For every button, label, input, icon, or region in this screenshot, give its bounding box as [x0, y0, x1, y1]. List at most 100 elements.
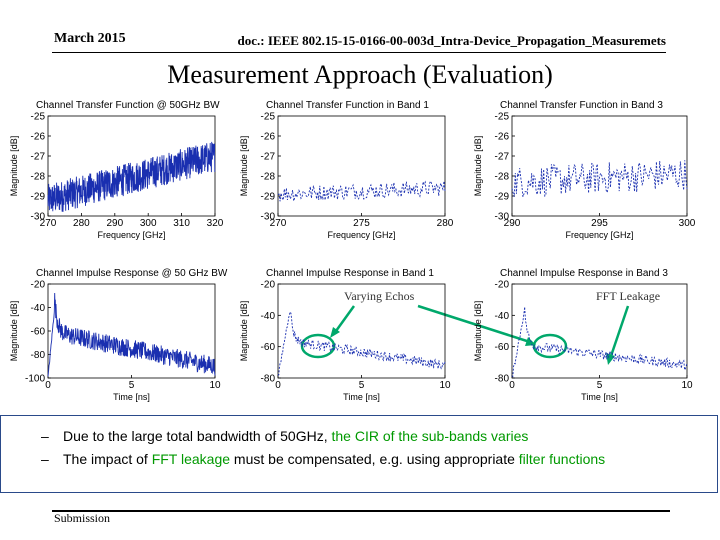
x-tick-label: 300: [679, 218, 696, 229]
x-tick-label: 295: [591, 218, 608, 229]
annotation-graphics: [300, 304, 630, 365]
y-tick-label: -30: [31, 212, 46, 223]
y-tick-label: -29: [495, 192, 510, 203]
x-tick-label: 280: [437, 218, 454, 229]
x-axis-label: Time [ns]: [581, 392, 618, 402]
y-axis-label: Magnitude [dB]: [9, 301, 19, 362]
annotation-varying-echos: Varying Echos: [344, 289, 415, 303]
arrow-to-band3-echo: [417, 304, 531, 344]
x-axis-label: Time [ns]: [343, 392, 380, 402]
bullet-1-text: Due to the large total bandwidth of 50GH…: [63, 428, 332, 444]
bullet-2: – The impact of FFT leakage must be compe…: [41, 451, 605, 467]
y-tick-label: -40: [261, 311, 276, 322]
bullet-dash: –: [41, 428, 49, 444]
chart-title: Channel Transfer Function in Band 1: [266, 100, 429, 111]
arrow-to-band1-echo: [334, 305, 356, 332]
y-tick-label: -100: [25, 374, 45, 385]
y-tick-label: -60: [261, 342, 276, 353]
plots-area: Channel Transfer Function @ 50GHz BW 270 2…: [9, 100, 696, 402]
y-tick-label: -26: [31, 132, 46, 143]
x-tick-label: 310: [173, 218, 190, 229]
y-tick-label: -30: [495, 212, 510, 223]
x-tick-label: 0: [275, 380, 281, 391]
x-tick-label: 10: [681, 380, 693, 391]
bullet-dash: –: [41, 451, 49, 467]
bullet-2-highlight-1: FFT leakage: [151, 451, 231, 467]
arrowhead-band1: [330, 327, 340, 338]
y-tick-label: -80: [495, 374, 510, 385]
chart-6: Channel Impulse Response in Band 3 0 5 10 -2…: [473, 268, 693, 402]
plot-frame: [277, 115, 446, 217]
chart-4: Channel Impulse Response @ 50 GHz BW 0 5 10…: [9, 268, 228, 402]
series-line: [511, 306, 688, 378]
y-tick-label: -27: [31, 152, 46, 163]
x-axis-label: Frequency [GHz]: [327, 230, 395, 240]
x-tick-label: 270: [270, 218, 287, 229]
chart-title: Channel Impulse Response in Band 3: [500, 268, 668, 279]
y-tick-label: -28: [261, 172, 276, 183]
chart-title: Channel Transfer Function in Band 3: [500, 100, 663, 111]
x-tick-label: 10: [439, 380, 451, 391]
x-tick-label: 10: [209, 380, 221, 391]
arrowhead-band3: [525, 337, 536, 346]
y-tick-label: -80: [261, 374, 276, 385]
y-axis-label: Magnitude [dB]: [473, 136, 483, 197]
annotation-fft-leakage: FFT Leakage: [596, 289, 661, 303]
y-tick-label: -40: [31, 303, 46, 314]
y-tick-label: -25: [31, 112, 46, 123]
x-tick-label: 290: [106, 218, 123, 229]
chart-title: Channel Transfer Function @ 50GHz BW: [36, 100, 220, 111]
varying-echo-circle-band1: [300, 333, 336, 359]
header-rule: [52, 52, 666, 53]
series-line: [47, 292, 216, 377]
x-axis-label: Time [ns]: [113, 392, 150, 402]
x-tick-label: 5: [597, 380, 603, 391]
chart-3: Channel Transfer Function in Band 3 290 29…: [473, 100, 696, 240]
x-axis-label: Frequency [GHz]: [97, 230, 165, 240]
bullet-1: – Due to the large total bandwidth of 50G…: [41, 428, 528, 444]
y-tick-label: -25: [261, 112, 276, 123]
y-tick-label: -29: [261, 192, 276, 203]
y-tick-label: -27: [495, 152, 510, 163]
y-tick-label: -26: [261, 132, 276, 143]
x-tick-label: 290: [504, 218, 521, 229]
y-axis-label: Magnitude [dB]: [473, 301, 483, 362]
bullet-box: – Due to the large total bandwidth of 50G…: [0, 415, 718, 493]
y-tick-label: -20: [31, 280, 46, 291]
chart-5: Channel Impulse Response in Band 1 0 5 10 -2…: [239, 268, 451, 402]
x-tick-label: 5: [359, 380, 365, 391]
footer-rule: [52, 510, 670, 512]
chart-2: Channel Transfer Function in Band 1 270 27…: [239, 100, 454, 240]
series-line: [511, 160, 688, 197]
series-line: [277, 310, 446, 376]
bullet-1-highlight: the CIR of the sub-bands varies: [331, 428, 529, 444]
arrow-to-fft-leakage: [609, 305, 630, 357]
x-tick-label: 270: [40, 218, 57, 229]
y-tick-label: -28: [31, 172, 46, 183]
arrowhead-fft: [606, 353, 615, 365]
chart-title: Channel Impulse Response @ 50 GHz BW: [36, 268, 228, 279]
x-tick-label: 5: [129, 380, 135, 391]
chart-title: Channel Impulse Response in Band 1: [266, 268, 434, 279]
header-date: March 2015: [54, 31, 126, 46]
y-tick-label: -30: [261, 212, 276, 223]
y-tick-label: -26: [495, 132, 510, 143]
x-tick-label: 300: [140, 218, 157, 229]
bullet-2-highlight-2: filter functions: [518, 451, 606, 467]
plot-frame: [511, 115, 688, 217]
y-tick-label: -25: [495, 112, 510, 123]
slide-title: Measurement Approach (Evaluation): [167, 60, 553, 89]
y-axis-label: Magnitude [dB]: [239, 136, 249, 197]
y-tick-label: -28: [495, 172, 510, 183]
x-tick-label: 0: [509, 380, 515, 391]
y-axis-label: Magnitude [dB]: [9, 136, 19, 197]
chart-1: Channel Transfer Function @ 50GHz BW 270 2…: [9, 100, 224, 240]
x-tick-label: 320: [207, 218, 224, 229]
header-doc-id: doc.: IEEE 802.15-15-0166-00-003d_Intra-…: [237, 33, 666, 48]
y-tick-label: -40: [495, 311, 510, 322]
y-tick-label: -60: [31, 327, 46, 338]
footer-submission: Submission: [54, 511, 111, 525]
y-tick-label: -60: [495, 342, 510, 353]
y-tick-label: -29: [31, 192, 46, 203]
y-tick-label: -20: [495, 280, 510, 291]
